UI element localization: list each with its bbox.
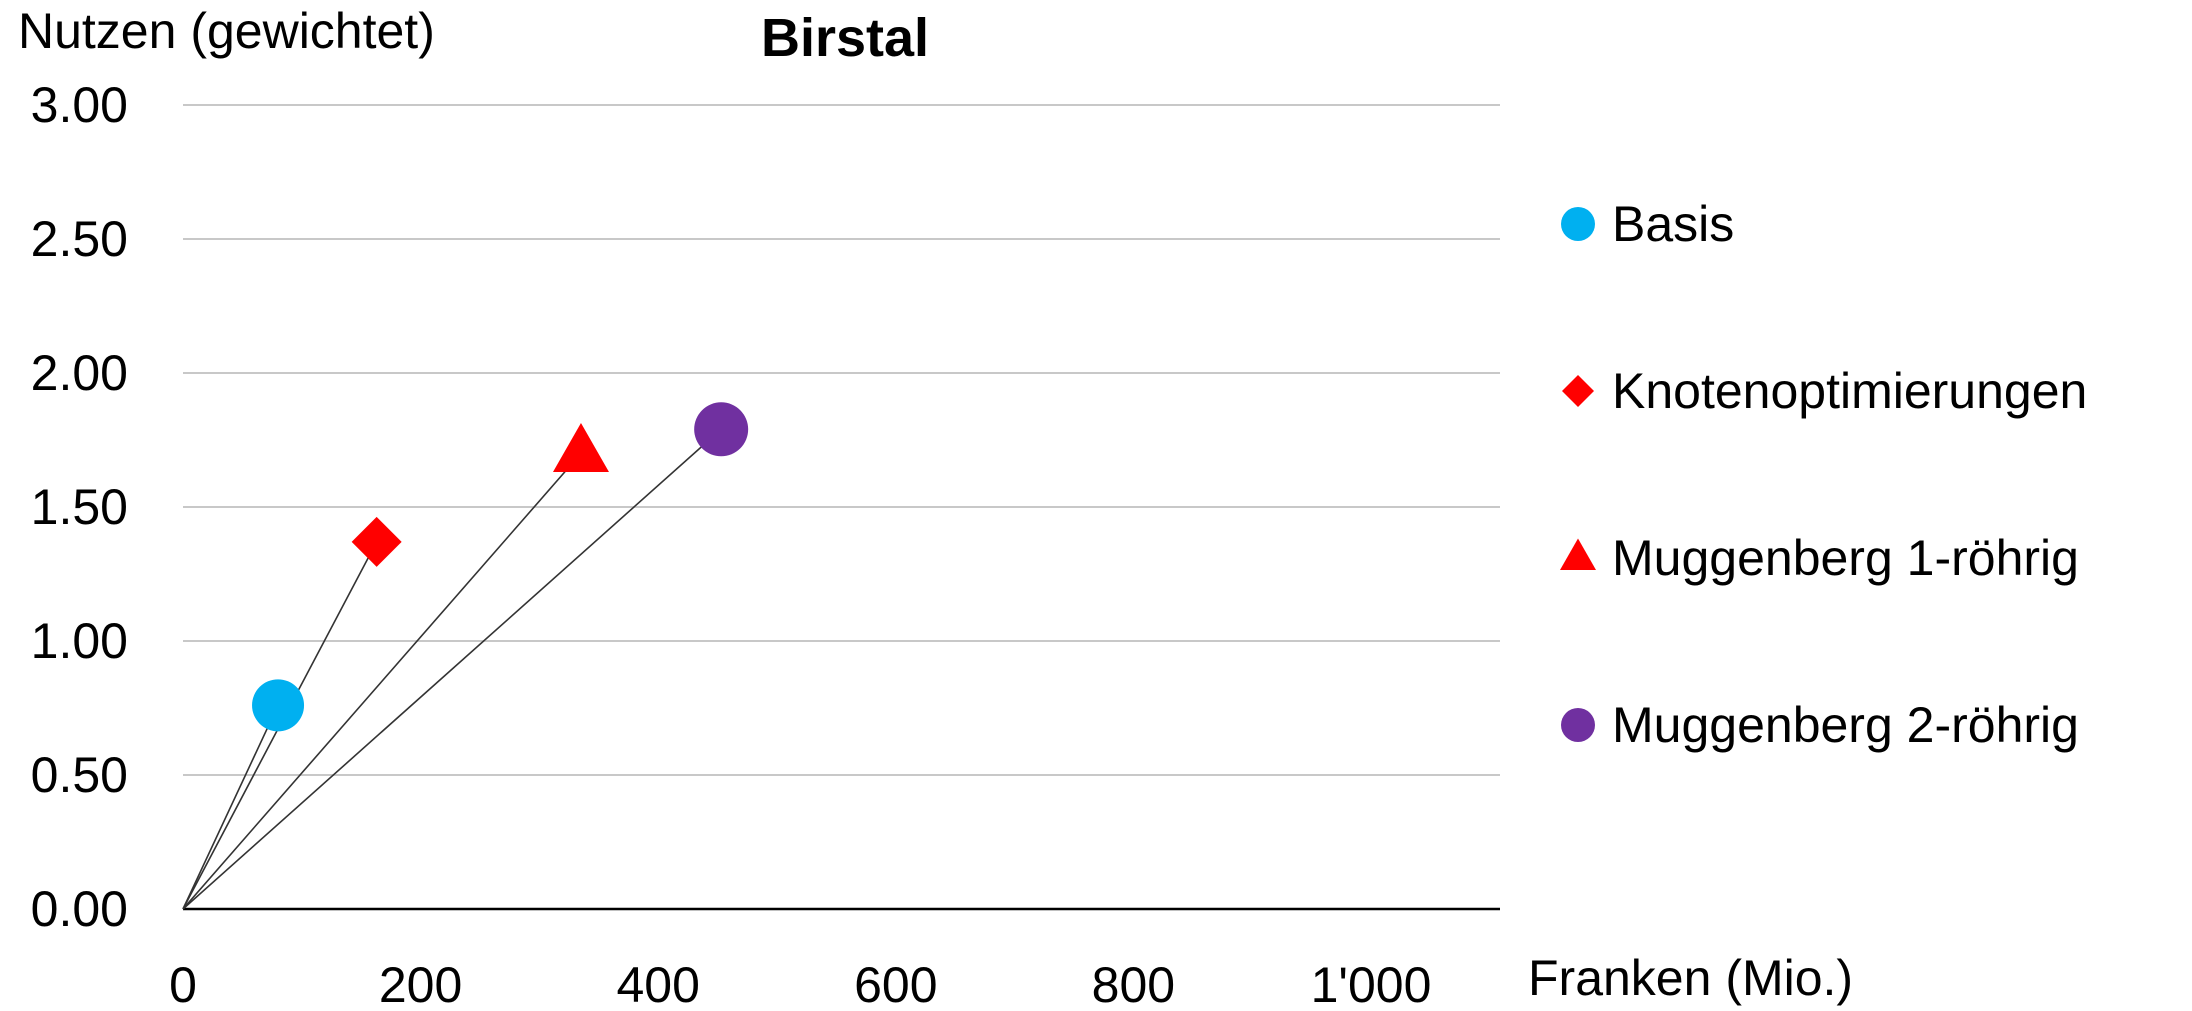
legend-marker [1562, 375, 1594, 407]
legend: Basis Knotenoptimierungen Muggenberg 1-röh… [1560, 196, 2087, 753]
data-point [351, 516, 402, 567]
legend-label: Knotenoptimierungen [1612, 363, 2087, 419]
legend-label: Muggenberg 2-röhrig [1612, 697, 2079, 753]
gridlines [183, 104, 1500, 776]
y-tick-label: 0.00 [31, 881, 128, 937]
y-tick-label: 3.00 [31, 77, 128, 133]
legend-marker [1561, 207, 1595, 241]
ray-line [182, 452, 582, 910]
x-tick-label: 200 [379, 957, 462, 1011]
legend-marker [1561, 708, 1595, 742]
data-points [252, 402, 749, 732]
ray-line [182, 428, 722, 910]
legend-marker [1560, 538, 1596, 570]
x-tick-label: 1'000 [1311, 957, 1432, 1011]
y-tick-label: 1.00 [31, 613, 128, 669]
y-tick-label: 2.50 [31, 211, 128, 267]
y-axis-label: Nutzen (gewichtet) [18, 3, 435, 59]
x-axis-label: Franken (Mio.) [1528, 950, 1853, 1006]
data-point [552, 423, 609, 473]
y-tick-label: 0.50 [31, 747, 128, 803]
y-tick-label: 2.00 [31, 345, 128, 401]
legend-label: Muggenberg 1-röhrig [1612, 530, 2079, 586]
x-tick-label: 0 [169, 957, 197, 1011]
x-tick-label: 600 [854, 957, 937, 1011]
chart-title: Birstal [761, 8, 929, 68]
x-tick-label: 800 [1092, 957, 1175, 1011]
ray-line [182, 704, 279, 910]
x-tick-label: 400 [616, 957, 699, 1011]
y-tick-label: 1.50 [31, 479, 128, 535]
rays [182, 428, 722, 910]
data-point [694, 402, 749, 457]
data-point [252, 679, 305, 732]
y-axis-ticks: 0.00 0.50 1.00 1.50 2.00 2.50 3.00 [31, 77, 128, 937]
legend-label: Basis [1612, 196, 1734, 252]
x-axis-ticks: 0 200 400 600 800 1'000 [169, 957, 1431, 1011]
